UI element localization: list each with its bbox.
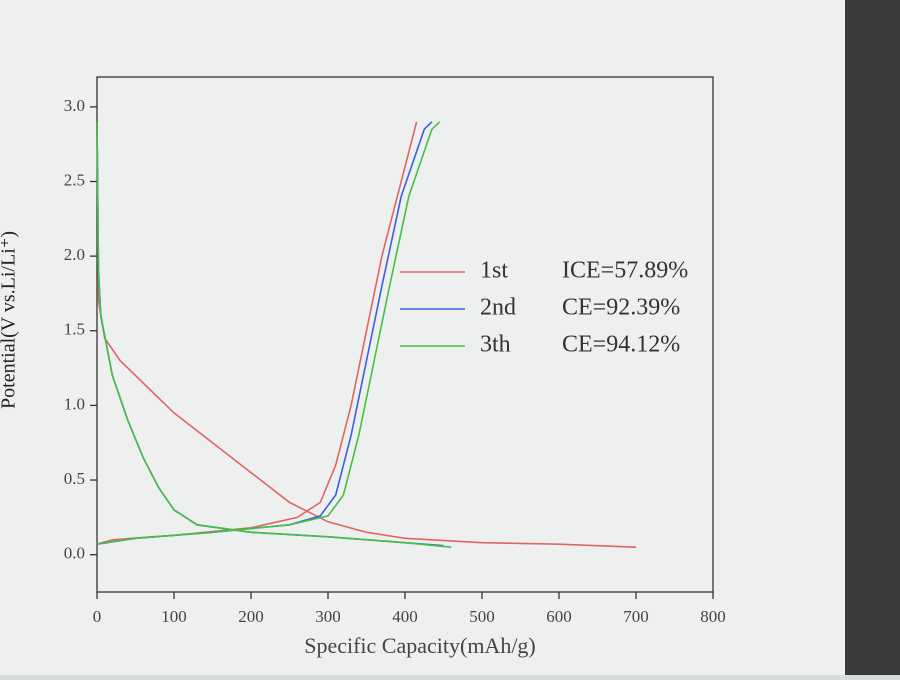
legend-efficiency: CE=92.39% (562, 295, 680, 321)
x-tick-label: 800 (700, 607, 726, 626)
y-axis-label: Potential(V vs.Li/Li⁺) (0, 231, 20, 409)
y-tick-label: 1.0 (64, 394, 85, 413)
x-tick-label: 600 (546, 607, 572, 626)
y-tick-label: 2.5 (64, 170, 85, 189)
legend-label: 1st (480, 258, 508, 284)
screen (0, 0, 845, 675)
x-tick-label: 100 (161, 607, 187, 626)
legend-label: 3th (480, 332, 511, 358)
legend-label: 2nd (480, 295, 516, 321)
screen-edge (845, 0, 900, 675)
y-tick-label: 3.0 (64, 96, 85, 115)
legend-efficiency: ICE=57.89% (562, 258, 688, 284)
x-tick-label: 500 (469, 607, 495, 626)
x-axis-label: Specific Capacity(mAh/g) (304, 633, 536, 658)
y-tick-label: 2.0 (64, 245, 85, 264)
x-tick-label: 200 (238, 607, 264, 626)
y-tick-label: 1.5 (64, 320, 85, 339)
series-line (96, 121, 452, 548)
legend-efficiency: CE=94.12% (562, 332, 680, 358)
x-tick-label: 0 (93, 607, 102, 626)
x-tick-label: 300 (315, 607, 341, 626)
x-tick-label: 400 (392, 607, 418, 626)
y-tick-label: 0.5 (64, 469, 85, 488)
x-tick-label: 700 (623, 607, 649, 626)
y-tick-label: 0.0 (64, 544, 85, 563)
